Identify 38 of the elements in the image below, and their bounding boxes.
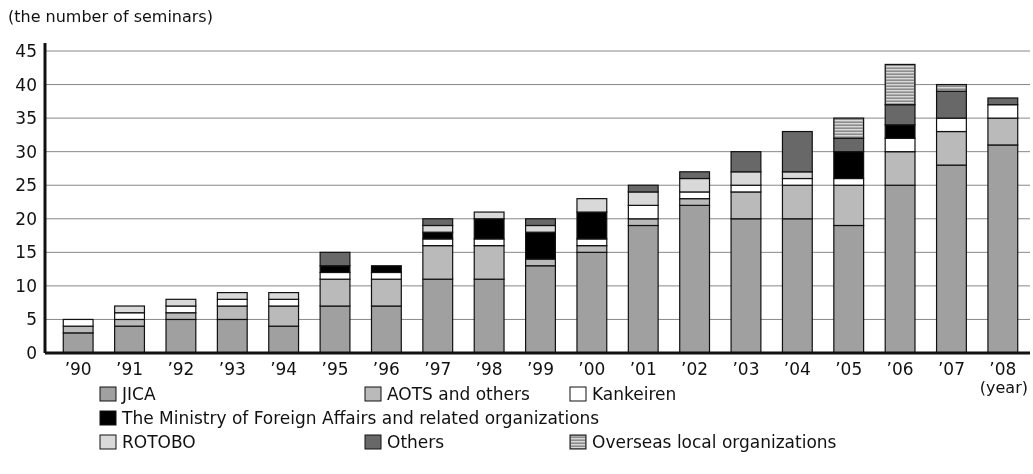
x-tick-label: ’00 (578, 359, 606, 379)
x-tick-label: ’96 (372, 359, 400, 379)
x-axis-title: (year) (979, 378, 1028, 397)
x-tick-label: ’93 (218, 359, 246, 379)
x-tick-label: ’03 (732, 359, 760, 379)
x-tick-label: ’95 (321, 359, 349, 379)
x-tick-label: ’04 (783, 359, 811, 379)
y-tick-label: 30 (15, 141, 37, 162)
x-tick-label: ’99 (526, 359, 555, 379)
legend-label: Overseas local organizations (592, 432, 837, 452)
x-tick-label: ’07 (937, 359, 965, 379)
y-tick-label: 15 (15, 242, 37, 263)
y-tick-label: 45 (15, 40, 37, 61)
y-tick-label: 10 (15, 275, 37, 296)
y-tick-label: 40 (15, 74, 37, 95)
x-tick-label: ’06 (886, 359, 914, 379)
x-tick-label: ’98 (475, 359, 503, 379)
x-tick-label: ’97 (424, 359, 452, 379)
legend-label: ROTOBO (122, 432, 196, 452)
legend-label: The Ministry of Foreign Affairs and related organizations (121, 408, 600, 428)
y-tick-label: 25 (15, 175, 37, 196)
legend-label: AOTS and others (387, 384, 530, 404)
x-tick-label: ’92 (167, 359, 195, 379)
x-tick-label: ’05 (835, 359, 863, 379)
y-tick-label: 5 (26, 309, 37, 330)
x-tick-label: ’01 (629, 359, 657, 379)
legend-label: Others (387, 432, 445, 452)
y-tick-label: 20 (15, 208, 37, 229)
legend-label: JICA (121, 384, 156, 404)
x-tick-label: ’08 (989, 359, 1017, 379)
x-tick-label: ’02 (681, 359, 709, 379)
y-axis-title: (the number of seminars) (8, 7, 213, 26)
x-tick-label: ’94 (270, 359, 298, 379)
y-tick-label: 35 (15, 108, 37, 129)
x-tick-label: ’91 (116, 359, 144, 379)
legend-label: Kankeiren (592, 384, 677, 404)
y-tick-label: 0 (26, 342, 37, 363)
x-tick-label: ’90 (64, 359, 92, 379)
